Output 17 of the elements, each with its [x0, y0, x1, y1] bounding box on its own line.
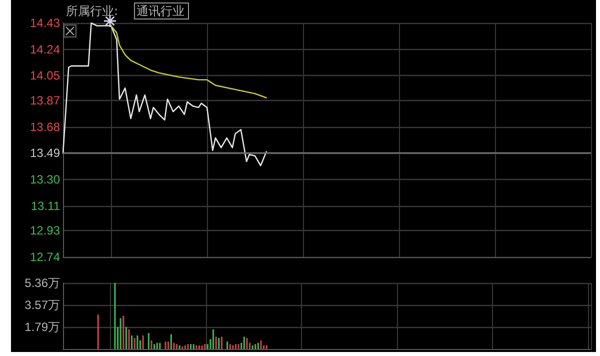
y-tick-label: 14.05	[30, 68, 60, 83]
y-tick-label: 12.93	[30, 224, 60, 238]
y-tick-label: 13.30	[30, 172, 60, 186]
y-tick-label: 13.11	[30, 198, 60, 213]
y-tick-label: 14.43	[30, 16, 60, 30]
text: 所属行业:	[66, 4, 118, 18]
y-tick-label: 13.49	[30, 146, 60, 160]
y-tick-label: 13.68	[30, 120, 60, 134]
y-tick-label: 3.57万	[24, 298, 60, 312]
y-tick-label: 13.87	[30, 94, 60, 108]
y-tick-label: 12.74	[30, 250, 60, 264]
y-tick-label: 14.24	[30, 42, 60, 56]
line-series	[62, 22, 267, 166]
line-series	[110, 25, 267, 98]
y-tick-label: 1.79万	[24, 320, 60, 334]
text: 通讯行业	[136, 4, 184, 18]
y-tick-label: 5.36万	[24, 276, 60, 290]
